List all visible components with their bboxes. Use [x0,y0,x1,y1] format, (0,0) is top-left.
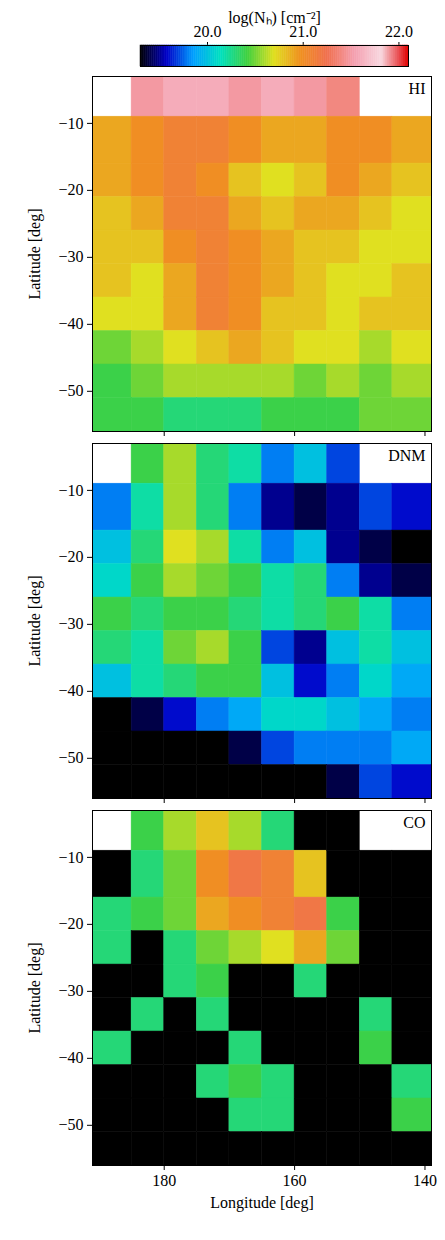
svg-text:−30: −30 [58,248,83,265]
svg-text:−40: −40 [58,682,83,699]
svg-text:Longitude [deg]: Longitude [deg] [210,1194,314,1212]
svg-text:22.0: 22.0 [385,23,413,40]
svg-text:−50: −50 [58,749,83,766]
svg-text:log(Nₕ) [cm⁻²]: log(Nₕ) [cm⁻²] [228,9,321,27]
svg-text:−40: −40 [58,1049,83,1066]
svg-text:CO: CO [403,814,425,831]
svg-text:140: 140 [413,1172,437,1189]
svg-text:−50: −50 [58,1116,83,1133]
svg-text:21.0: 21.0 [289,22,318,40]
svg-text:−10: −10 [58,482,83,499]
svg-text:−30: −30 [58,615,83,632]
svg-text:160: 160 [283,1172,307,1189]
svg-text:Latitude [deg]: Latitude [deg] [26,942,44,1033]
svg-text:−20: −20 [58,181,83,198]
svg-text:−50: −50 [58,382,83,399]
svg-text:−20: −20 [58,915,83,932]
svg-text:180: 180 [152,1172,176,1189]
svg-text:DNM: DNM [388,447,425,464]
svg-text:Latitude [deg]: Latitude [deg] [26,208,44,299]
svg-text:HI: HI [409,80,426,97]
svg-text:−30: −30 [58,982,83,999]
svg-text:−10: −10 [58,849,83,866]
svg-text:−10: −10 [58,115,83,132]
svg-text:20.0: 20.0 [194,23,222,40]
svg-text:Latitude [deg]: Latitude [deg] [26,575,44,666]
svg-text:−40: −40 [58,315,83,332]
svg-text:−20: −20 [58,548,83,565]
